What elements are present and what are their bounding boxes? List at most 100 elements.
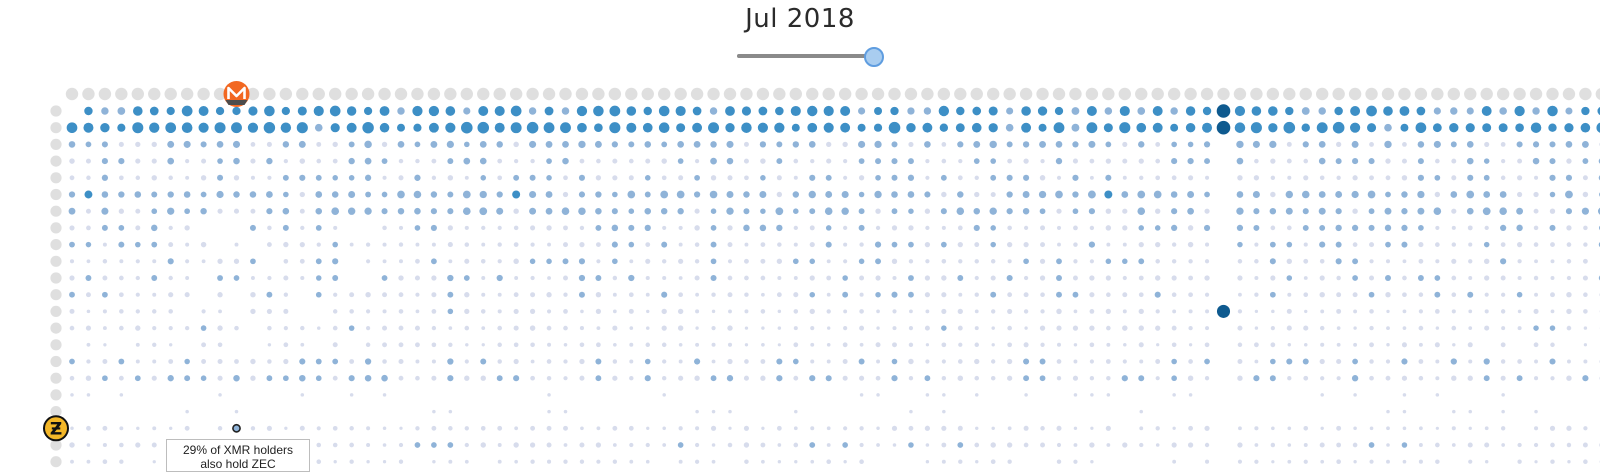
heatmap-cell[interactable] — [1237, 375, 1243, 381]
heatmap-cell[interactable] — [695, 309, 700, 314]
heatmap-cell[interactable] — [955, 123, 965, 133]
heatmap-cell[interactable] — [497, 459, 502, 464]
heatmap-cell[interactable] — [282, 224, 289, 231]
heatmap-cell[interactable] — [1484, 459, 1489, 464]
heatmap-cell[interactable] — [694, 174, 700, 181]
column-coin-icon[interactable] — [164, 87, 177, 101]
heatmap-cell[interactable] — [858, 191, 865, 198]
heatmap-cell[interactable] — [1155, 309, 1160, 314]
heatmap-cell[interactable] — [1582, 275, 1588, 281]
heatmap-cell[interactable] — [415, 158, 420, 164]
heatmap-cell[interactable] — [431, 258, 437, 265]
heatmap-cell[interactable] — [185, 276, 190, 280]
heatmap-cell[interactable] — [873, 123, 883, 132]
column-coin-icon[interactable] — [98, 87, 112, 101]
heatmap-cell[interactable] — [744, 258, 749, 264]
heatmap-cell[interactable] — [283, 275, 289, 281]
heatmap-cell[interactable] — [1468, 426, 1472, 430]
heatmap-cell[interactable] — [761, 342, 765, 347]
heatmap-cell[interactable] — [1040, 309, 1045, 314]
heatmap-cell[interactable] — [382, 342, 387, 348]
heatmap-cell[interactable] — [1386, 343, 1390, 347]
heatmap-cell[interactable] — [234, 409, 239, 414]
heatmap-cell[interactable] — [250, 258, 256, 265]
heatmap-cell[interactable] — [1367, 123, 1377, 133]
heatmap-cell[interactable] — [430, 140, 438, 148]
heatmap-cell[interactable] — [1252, 140, 1260, 148]
heatmap-cell[interactable] — [924, 325, 930, 331]
heatmap-cell[interactable] — [711, 359, 716, 364]
heatmap-cell[interactable] — [1122, 292, 1128, 298]
heatmap-cell[interactable] — [1419, 426, 1423, 431]
heatmap-cell[interactable] — [975, 426, 979, 430]
heatmap-cell[interactable] — [1565, 208, 1572, 215]
heatmap-cell[interactable] — [283, 241, 289, 248]
column-coin-icon[interactable] — [1414, 87, 1428, 101]
heatmap-cell[interactable] — [1072, 291, 1079, 298]
heatmap-cell[interactable] — [941, 191, 947, 198]
heatmap-cell[interactable] — [940, 241, 947, 248]
heatmap-cell[interactable] — [513, 225, 519, 231]
heatmap-cell[interactable] — [741, 122, 752, 133]
heatmap-cell[interactable] — [530, 308, 536, 314]
heatmap-cell[interactable] — [415, 258, 420, 264]
heatmap-cell[interactable] — [316, 275, 322, 281]
heatmap-cell[interactable] — [1270, 358, 1276, 365]
heatmap-cell[interactable] — [1269, 207, 1277, 215]
heatmap-cell[interactable] — [1434, 309, 1440, 314]
heatmap-cell[interactable] — [692, 122, 703, 133]
heatmap-cell[interactable] — [413, 190, 422, 199]
heatmap-cell[interactable] — [431, 342, 437, 348]
heatmap-cell[interactable] — [497, 425, 503, 431]
heatmap-cell[interactable] — [563, 409, 568, 414]
heatmap-cell[interactable] — [1335, 158, 1342, 165]
heatmap-cell[interactable] — [612, 258, 618, 265]
heatmap-cell[interactable] — [546, 258, 552, 265]
heatmap-cell[interactable] — [628, 241, 635, 248]
heatmap-cell[interactable] — [1122, 258, 1128, 265]
heatmap-cell[interactable] — [1484, 309, 1489, 314]
heatmap-cell[interactable] — [233, 275, 240, 281]
heatmap-cell[interactable] — [363, 106, 373, 116]
heatmap-cell[interactable] — [1040, 442, 1046, 448]
heatmap-cell[interactable] — [201, 342, 207, 348]
column-coin-icon[interactable] — [411, 87, 424, 101]
heatmap-cell[interactable] — [594, 123, 603, 133]
heatmap-cell[interactable] — [296, 122, 308, 134]
column-coin-icon[interactable] — [1579, 87, 1592, 101]
heatmap-cell[interactable] — [1122, 309, 1127, 314]
heatmap-cell[interactable] — [1171, 208, 1178, 215]
heatmap-cell[interactable] — [694, 459, 700, 464]
heatmap-cell[interactable] — [1320, 393, 1324, 397]
heatmap-cell[interactable] — [859, 459, 864, 465]
heatmap-cell[interactable] — [1138, 375, 1145, 382]
heatmap-cell[interactable] — [843, 242, 848, 247]
heatmap-cell[interactable] — [1336, 292, 1342, 298]
heatmap-cell[interactable] — [249, 191, 257, 198]
heatmap-cell[interactable] — [445, 122, 456, 133]
heatmap-cell[interactable] — [1056, 376, 1062, 381]
heatmap-cell[interactable] — [332, 358, 339, 365]
heatmap-cell[interactable] — [1499, 191, 1507, 198]
heatmap-cell[interactable] — [1566, 225, 1572, 231]
heatmap-cell[interactable] — [168, 292, 174, 298]
heatmap-cell[interactable] — [1254, 342, 1259, 348]
heatmap-cell[interactable] — [710, 157, 717, 165]
heatmap-cell[interactable] — [151, 141, 157, 148]
heatmap-cell[interactable] — [875, 258, 882, 265]
heatmap-cell[interactable] — [299, 191, 305, 198]
heatmap-cell[interactable] — [645, 292, 650, 297]
heatmap-cell[interactable] — [1039, 175, 1046, 181]
heatmap-cell[interactable] — [381, 275, 388, 281]
heatmap-cell[interactable] — [1303, 375, 1309, 381]
heatmap-cell[interactable] — [364, 157, 372, 165]
heatmap-cell[interactable] — [1056, 425, 1062, 431]
heatmap-cell[interactable] — [628, 292, 634, 298]
heatmap-cell[interactable] — [1418, 309, 1424, 314]
heatmap-cell[interactable] — [843, 158, 848, 164]
heatmap-cell[interactable] — [283, 158, 288, 164]
column-coin-icon[interactable] — [822, 87, 835, 101]
heatmap-cell[interactable] — [1023, 275, 1029, 281]
column-coin-icon[interactable] — [1151, 87, 1164, 101]
heatmap-cell[interactable] — [1152, 122, 1163, 133]
